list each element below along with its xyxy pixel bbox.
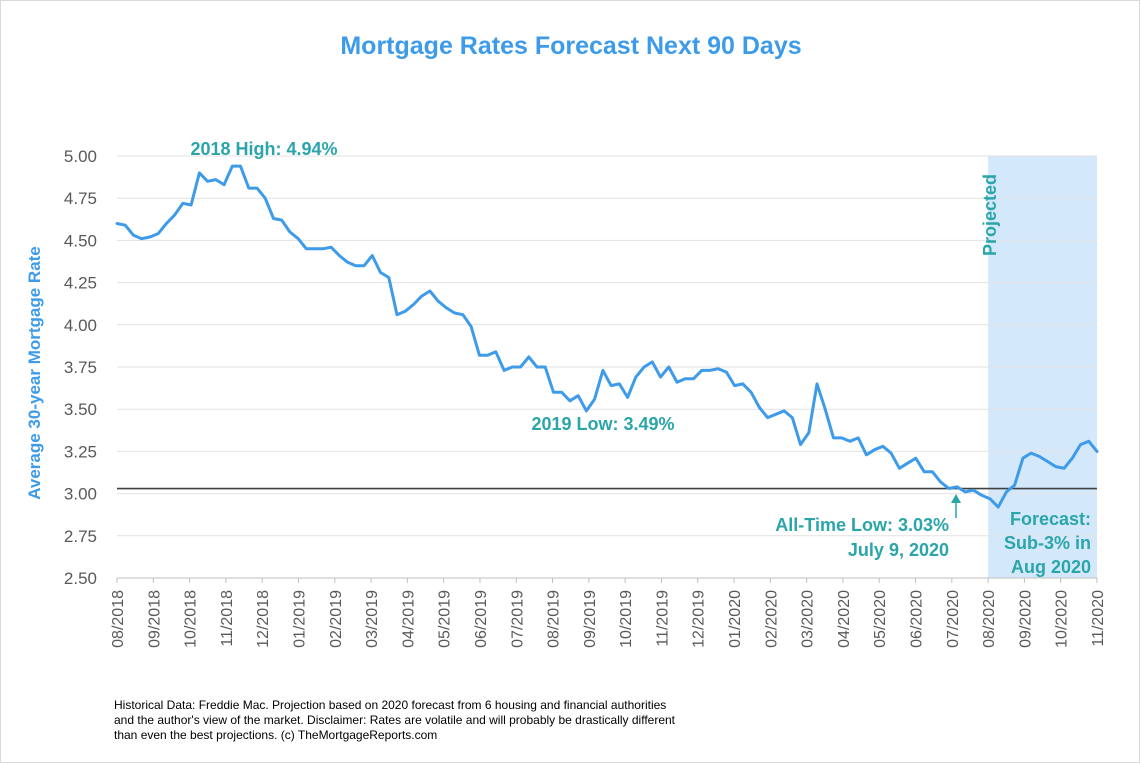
y-tick-label: 3.25 <box>64 442 97 461</box>
all-time-low-arrow-head <box>951 494 961 503</box>
x-tick-label: 11/2018 <box>219 590 236 647</box>
annotation-forecast-line-1: Forecast: <box>1010 509 1091 529</box>
x-tick-label: 10/2020 <box>1054 590 1071 648</box>
footnote: Historical Data: Freddie Mac. Projection… <box>114 698 754 743</box>
x-tick-label: 05/2020 <box>872 590 889 648</box>
annotation-forecast-line-3: Aug 2020 <box>1011 557 1091 577</box>
annotation-all-time-low: All-Time Low: 3.03% <box>775 515 949 535</box>
rate-series-line <box>115 164 1099 509</box>
x-tick-label: 08/2019 <box>546 590 563 648</box>
x-tick-label: 01/2020 <box>727 590 744 648</box>
y-tick-label: 3.50 <box>64 400 97 419</box>
y-tick-label: 2.50 <box>64 569 97 588</box>
x-tick-label: 07/2019 <box>509 590 526 648</box>
y-tick-label: 2.75 <box>64 527 97 546</box>
footnote-line-3: than even the best projections. (c) TheM… <box>114 728 438 742</box>
annotation-forecast-line-2: Sub-3% in <box>1004 533 1091 553</box>
annotation-all-time-low-date: July 9, 2020 <box>848 540 949 560</box>
x-tick-label: 06/2020 <box>909 590 926 648</box>
y-tick-label: 4.25 <box>64 274 97 293</box>
y-tick-label: 4.00 <box>64 316 97 335</box>
y-tick-label: 4.50 <box>64 231 97 250</box>
annotation-2019-low: 2019 Low: 3.49% <box>531 414 674 434</box>
x-tick-label: 11/2019 <box>654 590 671 647</box>
x-tick-label: 06/2019 <box>473 590 490 648</box>
x-tick-label: 04/2019 <box>400 590 417 648</box>
y-tick-label: 4.75 <box>64 189 97 208</box>
x-tick-label: 10/2019 <box>618 590 635 648</box>
x-tick-label: 02/2020 <box>763 590 780 648</box>
y-tick-label: 3.00 <box>64 485 97 504</box>
projected-label: Projected <box>980 174 1000 256</box>
chart-title: Mortgage Rates Forecast Next 90 Days <box>340 32 802 60</box>
y-axis-title: Average 30-year Mortgage Rate <box>25 246 44 500</box>
x-tick-label: 12/2019 <box>691 590 708 648</box>
x-tick-label: 10/2018 <box>183 590 200 648</box>
x-tick-label: 09/2019 <box>582 590 599 648</box>
x-tick-label: 03/2019 <box>364 590 381 648</box>
x-tick-label: 11/2020 <box>1090 590 1107 647</box>
annotation-2018-high: 2018 High: 4.94% <box>190 139 337 159</box>
x-tick-label: 02/2019 <box>328 590 345 648</box>
footnote-line-1: Historical Data: Freddie Mac. Projection… <box>114 698 667 712</box>
footnote-line-2: and the author's view of the market. Dis… <box>114 713 676 727</box>
y-tick-label: 3.75 <box>64 358 97 377</box>
x-tick-label: 03/2020 <box>800 590 817 648</box>
x-tick-label: 01/2019 <box>291 590 308 648</box>
x-tick-label: 08/2020 <box>981 590 998 648</box>
x-tick-label: 05/2019 <box>437 590 454 648</box>
y-tick-label: 5.00 <box>64 147 97 166</box>
x-tick-label: 12/2018 <box>255 590 272 648</box>
x-tick-label: 08/2018 <box>110 590 127 648</box>
x-tick-label: 04/2020 <box>836 590 853 648</box>
x-tick-label: 09/2018 <box>146 590 163 648</box>
x-tick-label: 07/2020 <box>945 590 962 648</box>
x-tick-label: 09/2020 <box>1017 590 1034 648</box>
